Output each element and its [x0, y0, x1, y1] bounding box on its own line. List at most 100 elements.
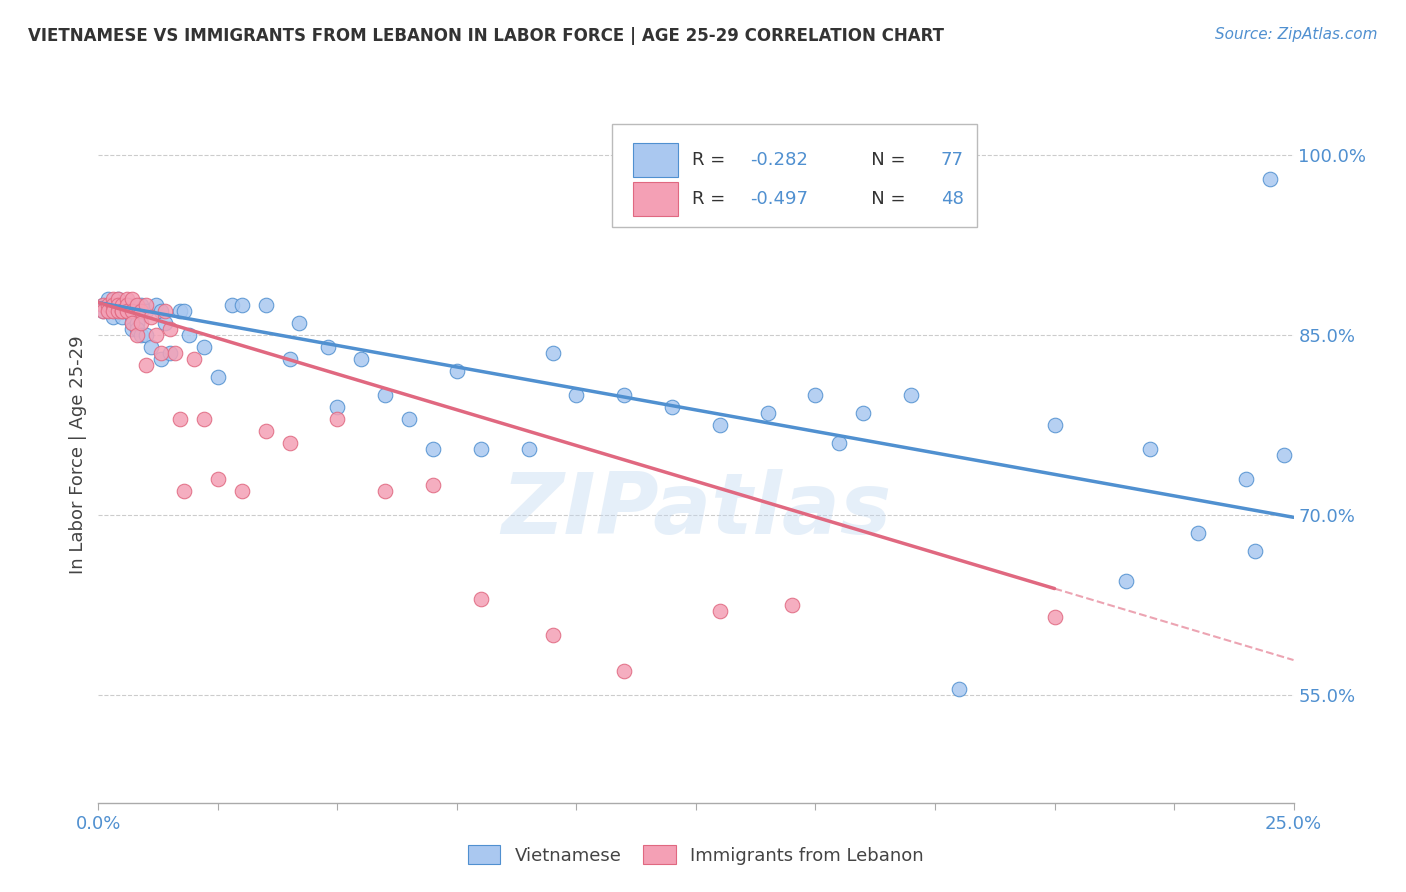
Point	[207, 472, 229, 486]
Point	[169, 412, 191, 426]
Point	[125, 298, 148, 312]
Point	[101, 304, 124, 318]
Point	[207, 370, 229, 384]
Point	[107, 298, 129, 312]
Point	[101, 298, 124, 312]
Point	[661, 400, 683, 414]
Point	[517, 442, 540, 456]
Point	[541, 346, 564, 360]
Point	[121, 322, 143, 336]
Point	[115, 292, 138, 306]
Point	[326, 400, 349, 414]
Point	[1244, 544, 1267, 558]
Point	[135, 328, 157, 343]
Point	[145, 298, 167, 312]
Point	[131, 316, 153, 330]
Point	[1258, 172, 1281, 186]
Point	[231, 298, 253, 312]
Point	[173, 483, 195, 498]
Text: -0.497: -0.497	[749, 190, 808, 208]
Y-axis label: In Labor Force | Age 25-29: In Labor Force | Age 25-29	[69, 335, 87, 574]
Point	[1115, 574, 1137, 588]
Point	[804, 388, 827, 402]
Point	[111, 298, 134, 312]
Point	[159, 322, 181, 336]
Point	[145, 328, 167, 343]
Point	[852, 406, 875, 420]
FancyBboxPatch shape	[612, 124, 977, 227]
Point	[780, 598, 803, 612]
Legend: Vietnamese, Immigrants from Lebanon: Vietnamese, Immigrants from Lebanon	[458, 837, 934, 874]
Point	[107, 292, 129, 306]
Point	[125, 328, 148, 343]
Point	[135, 304, 157, 318]
Point	[900, 388, 922, 402]
Point	[221, 298, 243, 312]
Point	[125, 304, 148, 318]
Point	[948, 681, 970, 696]
Point	[121, 292, 143, 306]
Point	[155, 316, 177, 330]
Point	[709, 417, 731, 432]
Text: -0.282: -0.282	[749, 151, 807, 169]
Point	[111, 304, 134, 318]
Point	[350, 351, 373, 366]
Point	[115, 298, 138, 312]
Point	[101, 310, 124, 324]
Point	[613, 388, 636, 402]
Point	[374, 483, 396, 498]
Point	[97, 304, 120, 318]
Point	[1139, 442, 1161, 456]
Point	[374, 388, 396, 402]
Text: ZIPatlas: ZIPatlas	[501, 469, 891, 552]
Text: R =: R =	[692, 151, 731, 169]
Point	[111, 310, 134, 324]
Point	[193, 340, 215, 354]
Point	[254, 424, 277, 438]
Point	[613, 664, 636, 678]
Text: Source: ZipAtlas.com: Source: ZipAtlas.com	[1215, 27, 1378, 42]
Point	[470, 442, 492, 456]
Point	[179, 328, 201, 343]
Point	[155, 304, 177, 318]
Text: 77: 77	[941, 151, 965, 169]
Point	[1043, 610, 1066, 624]
Point	[398, 412, 420, 426]
Point	[107, 304, 129, 318]
Point	[135, 358, 157, 372]
Point	[422, 478, 444, 492]
Point	[254, 298, 277, 312]
Point	[541, 628, 564, 642]
Point	[1234, 472, 1257, 486]
Point	[107, 304, 129, 318]
Point	[91, 304, 114, 318]
Text: 48: 48	[941, 190, 965, 208]
Point	[107, 304, 129, 318]
Point	[97, 298, 120, 312]
Point	[278, 351, 301, 366]
Point	[231, 483, 253, 498]
Point	[111, 298, 134, 312]
Text: N =: N =	[853, 190, 911, 208]
Point	[169, 304, 191, 318]
Point	[115, 304, 138, 318]
Point	[115, 304, 138, 318]
Point	[163, 346, 186, 360]
Bar	[633, 182, 678, 216]
Point	[159, 346, 181, 360]
Point	[121, 316, 143, 330]
Point	[97, 292, 120, 306]
Point	[149, 304, 172, 318]
Point	[97, 304, 120, 318]
Point	[139, 310, 162, 324]
Point	[91, 298, 114, 312]
Text: R =: R =	[692, 190, 731, 208]
Point	[91, 304, 114, 318]
Point	[709, 604, 731, 618]
Point	[173, 304, 195, 318]
Point	[101, 298, 124, 312]
Point	[139, 340, 162, 354]
Point	[565, 388, 588, 402]
Point	[101, 292, 124, 306]
Point	[115, 298, 138, 312]
